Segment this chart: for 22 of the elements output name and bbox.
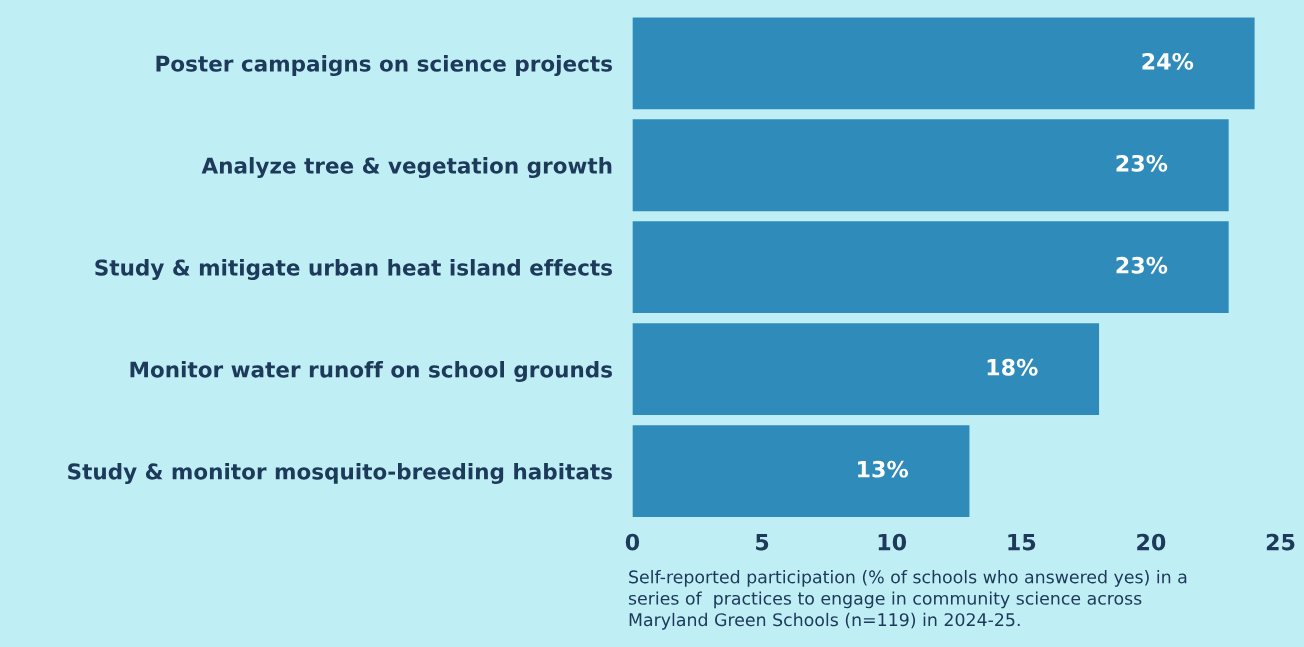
bar bbox=[632, 425, 970, 518]
data-label: 23% bbox=[1116, 256, 1168, 274]
y-tick-label: Analyze tree & vegetation growth bbox=[201, 157, 612, 179]
bar bbox=[632, 119, 1229, 212]
x-tick-label: 10 bbox=[878, 533, 907, 551]
y-tick-label: Study & monitor mosquito-breeding habitats bbox=[68, 462, 612, 484]
data-label: 23% bbox=[1116, 154, 1168, 172]
data-label: 24% bbox=[1142, 52, 1194, 70]
x-tick-label: 15 bbox=[1008, 533, 1036, 551]
data-label: 18% bbox=[987, 358, 1038, 376]
x-tick-label: 5 bbox=[756, 533, 769, 551]
y-tick-label: Study & mitigate urban heat island effects bbox=[95, 259, 612, 281]
y-tick-label: Monitor water runoff on school grounds bbox=[130, 361, 612, 382]
x-tick-label: 0 bbox=[625, 533, 640, 551]
x-tick-label: 20 bbox=[1137, 533, 1166, 551]
bar bbox=[632, 323, 1100, 416]
x-tick-label: 25 bbox=[1266, 533, 1295, 551]
bar bbox=[632, 221, 1229, 314]
text: Self-reported participation (% of schools who answered yes) in a series of practices to engage in community science across Maryland Green Schools (n=119) in 2024-25. bbox=[628, 570, 1187, 630]
y-tick-label: Poster campaigns on science projects bbox=[156, 55, 612, 77]
bar bbox=[632, 17, 1255, 110]
data-label: 13% bbox=[858, 460, 909, 478]
